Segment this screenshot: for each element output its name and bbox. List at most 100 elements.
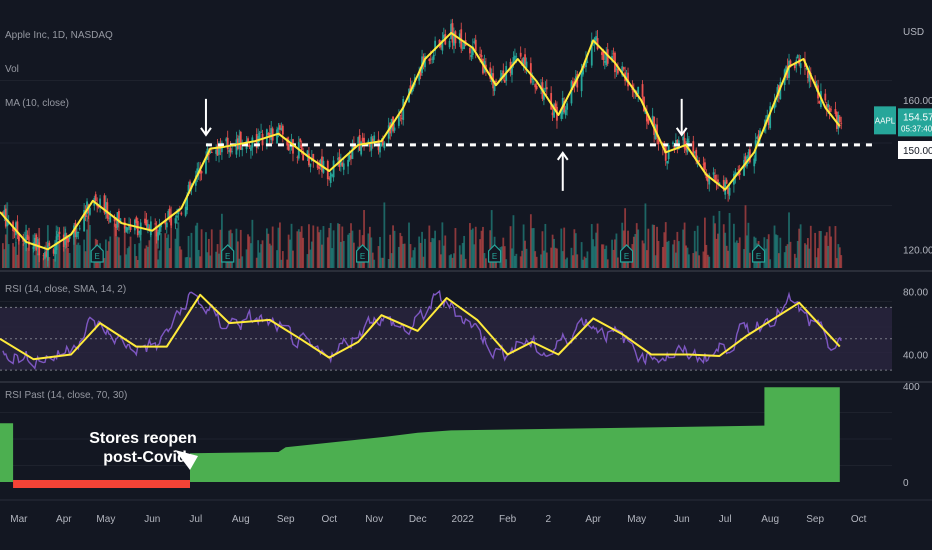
candle-body — [450, 23, 452, 40]
candle-body — [318, 166, 320, 169]
volume-bar — [390, 253, 393, 268]
volume-bar — [84, 251, 87, 268]
volume-bar — [341, 226, 344, 268]
candle-body — [438, 39, 441, 45]
candle-body — [239, 131, 242, 150]
volume-bar — [795, 257, 798, 268]
volume-bar — [241, 256, 244, 268]
earnings-marker — [356, 244, 370, 263]
candle-body — [512, 57, 515, 64]
candle-body — [118, 211, 120, 224]
volume-bar — [825, 232, 828, 268]
volume-bar — [123, 217, 126, 268]
candle-body — [825, 104, 828, 111]
volume-bar — [178, 246, 181, 268]
candle-body — [200, 171, 203, 174]
earnings-label: E — [225, 252, 230, 261]
volume-bar — [13, 246, 16, 268]
volume-bar — [379, 236, 381, 268]
candle-body — [287, 143, 290, 151]
arrow-down-head — [200, 127, 212, 137]
x-tick: Oct — [321, 514, 337, 525]
volume-bar — [277, 227, 280, 268]
volume-bar — [531, 228, 534, 268]
volume-bar — [248, 236, 251, 268]
volume-bar — [176, 228, 178, 268]
volume-bar — [693, 230, 696, 268]
volume-bar — [529, 214, 532, 268]
candle-body — [540, 85, 542, 87]
volume-bar — [58, 235, 61, 268]
candle-body — [463, 42, 466, 50]
volume-bar — [149, 228, 152, 268]
candle-body — [328, 178, 331, 180]
candle-body — [26, 234, 29, 240]
candle-body — [248, 144, 251, 147]
x-tick: May — [96, 514, 115, 525]
candle-body — [316, 163, 319, 168]
candle-body — [337, 158, 339, 160]
volume-bar — [551, 234, 554, 268]
volume-bar — [615, 233, 618, 268]
volume-bar — [519, 256, 522, 268]
candle-body — [400, 117, 403, 119]
candle-body — [16, 221, 19, 234]
candle-body — [371, 138, 374, 142]
candle-body — [176, 215, 178, 218]
volume-bar — [238, 258, 241, 268]
volume-bar — [309, 249, 312, 268]
candle-body — [321, 156, 323, 172]
candle-body — [693, 151, 696, 154]
candle-body — [500, 72, 503, 78]
candle-body — [431, 58, 434, 60]
candle-body — [397, 115, 400, 126]
candle-body — [23, 241, 26, 243]
volume-bar — [779, 237, 782, 268]
candle-body — [434, 40, 437, 51]
volume-bar — [322, 226, 325, 268]
volume-bar — [570, 247, 573, 268]
candle-body — [769, 106, 772, 128]
volume-bar — [418, 236, 421, 268]
volume-bar — [484, 258, 487, 268]
volume-bar — [287, 234, 290, 268]
candle-body — [560, 111, 563, 119]
candle-body — [785, 66, 788, 73]
candle-body — [645, 111, 648, 122]
volume-bar — [312, 225, 315, 268]
candle-body — [656, 124, 658, 137]
volume-bar — [319, 229, 322, 268]
volume-bar — [351, 230, 354, 268]
volume-bar — [128, 246, 130, 268]
candle-body — [312, 153, 315, 161]
candle-body — [612, 53, 615, 55]
symbol-badge-label: AAPL — [875, 116, 896, 125]
volume-bar — [490, 210, 493, 268]
volume-bar — [429, 242, 432, 268]
x-tick: 2022 — [452, 514, 475, 525]
volume-bar — [411, 257, 413, 268]
candle-body — [480, 55, 483, 58]
volume-bar — [206, 252, 209, 268]
volume-bar — [89, 225, 91, 268]
volume-bar — [210, 229, 213, 268]
volume-bar — [561, 251, 564, 268]
candle-body — [277, 127, 280, 130]
volume-bar — [332, 230, 335, 268]
volume-bar — [371, 252, 374, 268]
candle-body — [46, 244, 49, 261]
volume-bar — [708, 256, 711, 268]
volume-bar — [168, 248, 171, 268]
earnings-marker — [619, 244, 634, 263]
volume-bar — [62, 235, 65, 268]
volume-bar — [593, 246, 596, 268]
volume-bar — [764, 248, 767, 268]
candle-body — [48, 242, 51, 246]
volume-bar — [225, 259, 228, 268]
volume-bar — [370, 237, 373, 268]
candle-body — [302, 151, 305, 161]
volume-bar — [65, 234, 68, 268]
volume-bar — [126, 248, 129, 268]
rsi-tick: 80.00 — [903, 288, 928, 299]
